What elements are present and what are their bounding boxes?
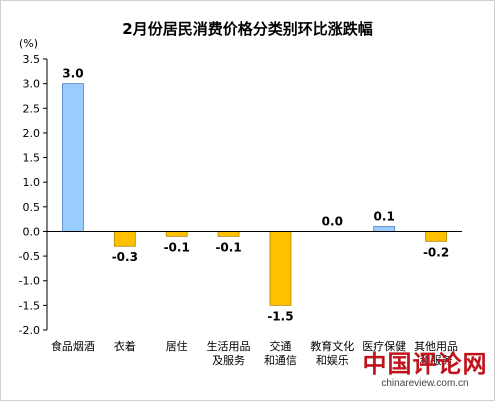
x-tick-label: 和服务 [420,354,453,367]
x-tick-label: 和娱乐 [316,353,349,367]
x-tick-label: 食品烟酒 [51,339,95,353]
bar [425,231,447,242]
data-label: 0.0 [322,214,343,228]
y-tick-label: -1.5 [19,299,40,312]
y-tick-label: 0.5 [23,201,41,214]
y-axis-ticks: 3.5 3.0 2.5 2.0 1.5 1.0 0.5 0.0 -0.5 -1.0 -1.5 -2.0 [19,53,47,337]
watermark-main: 中国评论网 [362,349,488,378]
y-tick-label: -2.0 [19,324,40,337]
axes [46,59,462,330]
y-tick-label: -1.0 [19,275,40,288]
y-tick-label: 2.0 [23,127,41,140]
data-label: -0.1 [164,240,190,254]
y-tick-label: 1.0 [23,176,41,189]
data-label: -1.5 [267,309,293,323]
x-tick-label: 生活用品 [207,339,251,353]
y-axis-unit: (%) [19,37,38,50]
x-tick-label: 居住 [166,339,188,353]
y-tick-label: 3.5 [23,53,41,66]
data-label: -0.2 [423,245,449,259]
watermark-sub: chinareview.com.cn [381,378,469,389]
bar [165,231,188,237]
x-tick-label: 衣着 [114,339,136,353]
watermark-logo: 中国评论网 chinareview.com.cn [360,344,490,396]
x-tick-label: 交通 [269,339,291,353]
x-tick-label: 其他用品 [414,340,458,353]
value-labels: 3.0 -0.3 -0.1 -0.1 -1.5 0.0 0.1 -0.2 [62,67,449,324]
data-label: 3.0 [62,67,83,81]
data-label: -0.1 [215,240,241,254]
y-tick-label: 0.0 [23,225,41,238]
bar [269,231,292,306]
bar [62,83,84,232]
bar [113,231,136,247]
data-label: -0.3 [112,250,138,264]
y-tick-label: 1.5 [23,152,41,165]
data-label: 0.1 [374,210,395,224]
x-tick-label: 教育文化 [310,339,354,353]
x-tick-label: 和通信 [264,354,297,367]
x-tick-label: 及服务 [212,354,245,367]
bars [62,83,447,306]
y-tick-label: 2.5 [23,102,41,115]
chart-title: 2月份居民消费价格分类别环比涨跌幅 [122,20,373,38]
bar [373,226,396,232]
x-tick-label: 医疗保健 [362,339,406,353]
y-tick-label: -0.5 [19,250,40,263]
bar [217,231,240,237]
y-tick-label: 3.0 [23,78,41,91]
